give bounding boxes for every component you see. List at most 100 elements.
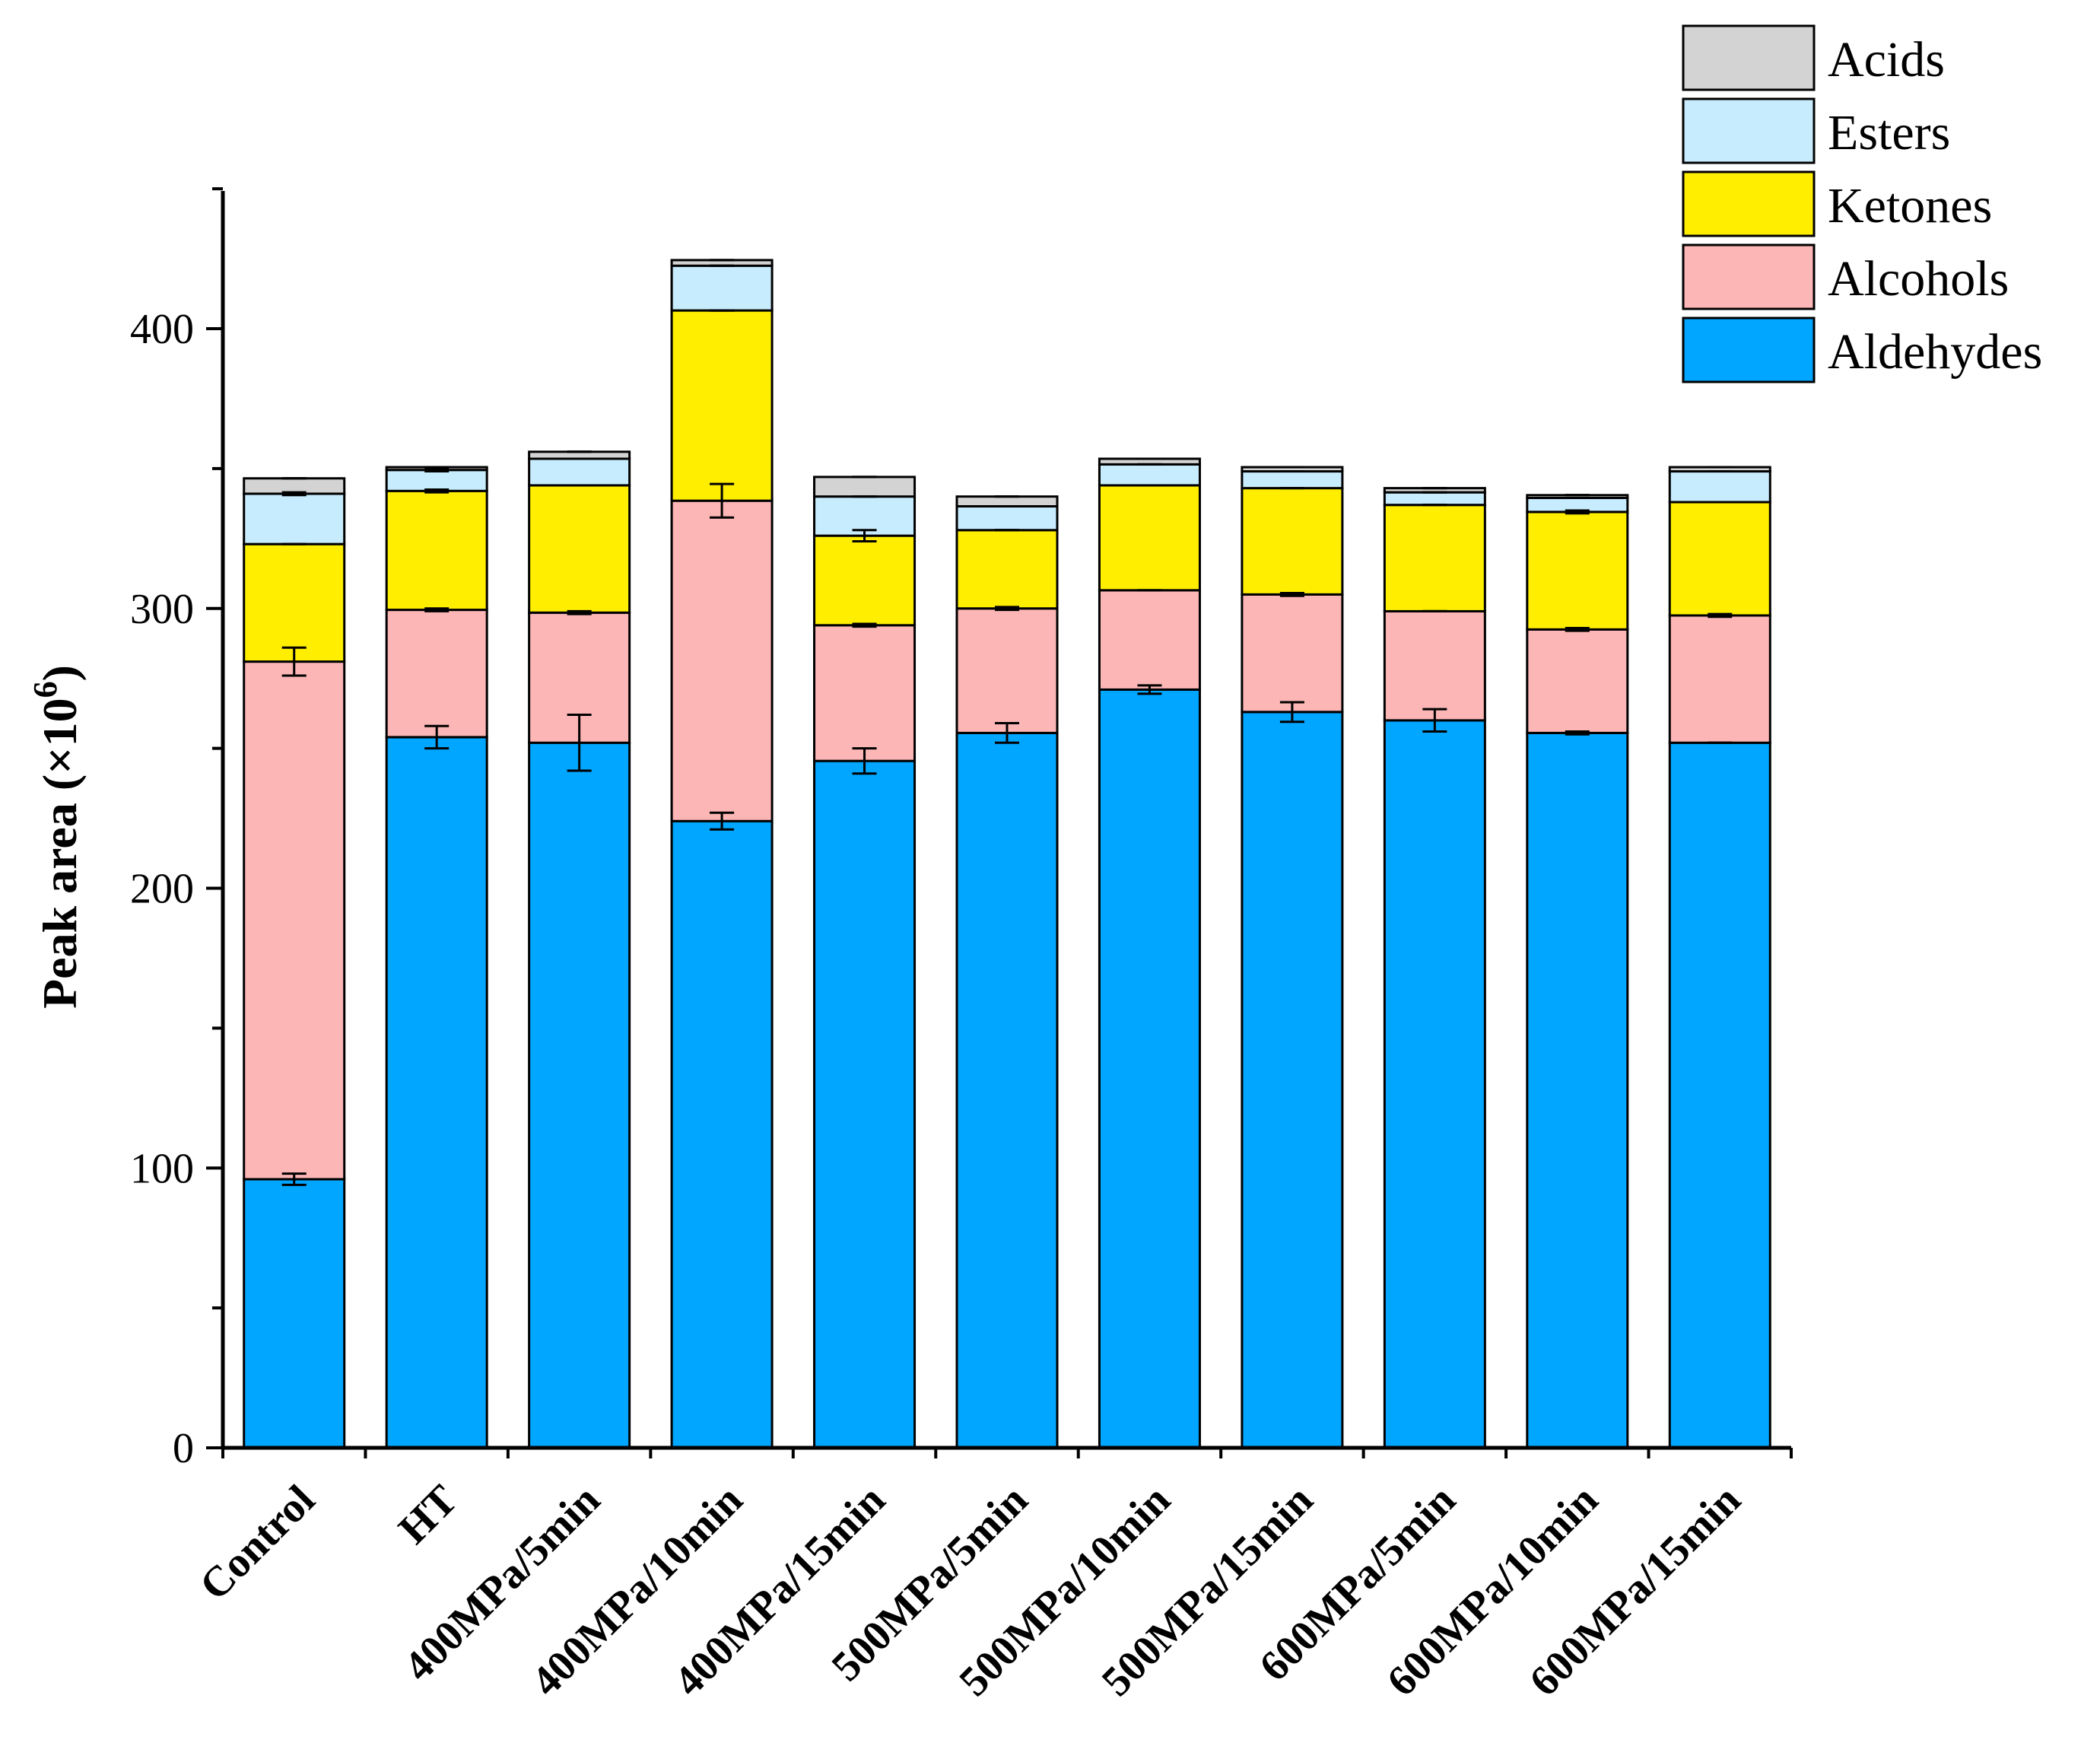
error-bar bbox=[1279, 592, 1304, 597]
y-tick-label: 300 bbox=[130, 586, 194, 633]
bar-segment-aldehydes bbox=[813, 759, 917, 1449]
error-bar bbox=[710, 811, 735, 831]
bar-segment-alcohols bbox=[955, 607, 1059, 734]
bar-segment-alcohols bbox=[1241, 593, 1344, 714]
bar-segment-aldehydes bbox=[243, 1178, 346, 1449]
y-tick-label: 400 bbox=[130, 306, 194, 353]
y-axis-title-superscript: 6 bbox=[27, 681, 64, 698]
error-bar bbox=[424, 467, 450, 473]
y-ticks: 0 100 200 300 400 bbox=[130, 187, 223, 1472]
y-axis-title-suffix: ) bbox=[33, 665, 87, 681]
x-tick-label: Control bbox=[191, 1476, 324, 1609]
bar-segment-ketones bbox=[1241, 487, 1344, 596]
legend-swatch bbox=[1682, 24, 1816, 91]
legend-label: Ketones bbox=[1828, 178, 1992, 234]
legend-item-ketones: Ketones bbox=[1682, 170, 1992, 237]
error-bar bbox=[1137, 684, 1162, 695]
bar-segment-esters bbox=[670, 264, 774, 312]
bar-segment-esters bbox=[385, 469, 488, 492]
bar-segment-esters bbox=[1383, 491, 1486, 507]
bar-segment-ketones bbox=[243, 542, 346, 663]
bar-segment-ketones bbox=[1383, 504, 1486, 612]
category-labels: Control HT400MPa/5min400MPa/10min400MPa/1… bbox=[191, 1476, 1750, 1705]
bar-segment-esters bbox=[528, 457, 631, 487]
error-bar bbox=[1422, 708, 1447, 733]
x-tick-label: HT bbox=[389, 1476, 466, 1553]
y-tick-label: 0 bbox=[173, 1425, 194, 1472]
bar-segment-esters bbox=[1241, 470, 1344, 490]
error-bar bbox=[567, 609, 592, 615]
bar-segment-aldehydes bbox=[1668, 741, 1771, 1449]
bar-segment-esters bbox=[1098, 463, 1201, 487]
error-bar bbox=[567, 713, 592, 772]
legend-label: Acids bbox=[1828, 32, 1945, 87]
bar-segment-aldehydes bbox=[528, 741, 631, 1449]
bar-segment-ketones bbox=[813, 534, 917, 627]
legend-swatch bbox=[1682, 243, 1816, 310]
y-axis-title: Peak area (×106) bbox=[27, 665, 87, 1009]
bar-segment-aldehydes bbox=[1383, 719, 1486, 1449]
error-bar bbox=[1565, 730, 1590, 736]
legend-item-acids: Acids bbox=[1682, 24, 1945, 91]
error-bar bbox=[424, 724, 450, 750]
legend-swatch bbox=[1682, 170, 1816, 237]
error-bar bbox=[1565, 509, 1590, 515]
x-ticks bbox=[221, 1448, 1793, 1458]
bar-segment-alcohols bbox=[670, 499, 774, 822]
error-bar bbox=[1708, 612, 1733, 619]
bar-segment-aldehydes bbox=[1098, 688, 1201, 1449]
error-bar bbox=[852, 529, 877, 542]
bar-segment-ketones bbox=[385, 489, 488, 612]
error-bars bbox=[281, 259, 1733, 1186]
bar-segment-alcohols bbox=[813, 624, 917, 762]
bar-segment-alcohols bbox=[243, 660, 346, 1181]
bar-segment-ketones bbox=[1526, 510, 1629, 631]
legend-label: Esters bbox=[1828, 105, 1950, 161]
error-bar bbox=[1279, 701, 1304, 724]
legend-item-esters: Esters bbox=[1682, 97, 1950, 164]
bar-segment-esters bbox=[955, 505, 1059, 532]
bar-segment-alcohols bbox=[1668, 614, 1771, 744]
bar-segment-alcohols bbox=[385, 609, 488, 739]
error-bar bbox=[281, 646, 307, 677]
error-bar bbox=[710, 482, 735, 519]
y-tick-label: 200 bbox=[130, 866, 194, 913]
bar-segment-ketones bbox=[1098, 484, 1201, 592]
bar-segment-ketones bbox=[1668, 501, 1771, 617]
bar-segment-esters bbox=[1668, 470, 1771, 504]
error-bar bbox=[281, 491, 307, 497]
bar-segment-alcohols bbox=[1383, 609, 1486, 722]
legend-item-alcohols: Alcohols bbox=[1682, 243, 2009, 310]
bar-segment-aldehydes bbox=[385, 736, 488, 1449]
error-bar bbox=[995, 722, 1019, 744]
bar-segment-aldehydes bbox=[670, 819, 774, 1449]
bar-segment-aldehydes bbox=[1241, 711, 1344, 1449]
bar-segment-acids bbox=[955, 495, 1059, 508]
legend-swatch bbox=[1682, 97, 1816, 164]
y-tick-label: 100 bbox=[130, 1145, 194, 1192]
legend-label: Aldehydes bbox=[1828, 324, 2042, 380]
bar-segment-ketones bbox=[528, 484, 631, 614]
bar-segment-acids bbox=[813, 476, 917, 498]
legend: Acids Esters Ketones Alcohols Aldehydes bbox=[1682, 24, 2042, 383]
legend-item-aldehydes: Aldehydes bbox=[1682, 316, 2042, 383]
legend-swatch bbox=[1682, 316, 1816, 383]
axes: 0 100 200 300 400 bbox=[130, 187, 1793, 1472]
error-bar bbox=[852, 622, 877, 628]
bar-segment-alcohols bbox=[1098, 589, 1201, 691]
error-bar bbox=[424, 488, 450, 494]
y-axis-title-main: Peak area (×10 bbox=[33, 698, 87, 1009]
error-bar bbox=[852, 747, 877, 775]
bar-segment-esters bbox=[243, 492, 346, 545]
bar-segment-aldehydes bbox=[955, 731, 1059, 1449]
bar-segment-alcohols bbox=[1526, 628, 1629, 734]
bars bbox=[243, 259, 1771, 1449]
legend-label: Alcohols bbox=[1828, 251, 2009, 307]
error-bar bbox=[281, 1172, 307, 1186]
bar-segment-ketones bbox=[955, 529, 1059, 610]
error-bar bbox=[1565, 626, 1590, 632]
error-bar bbox=[424, 607, 450, 612]
error-bar bbox=[995, 606, 1019, 612]
bar-segment-aldehydes bbox=[1526, 731, 1629, 1449]
